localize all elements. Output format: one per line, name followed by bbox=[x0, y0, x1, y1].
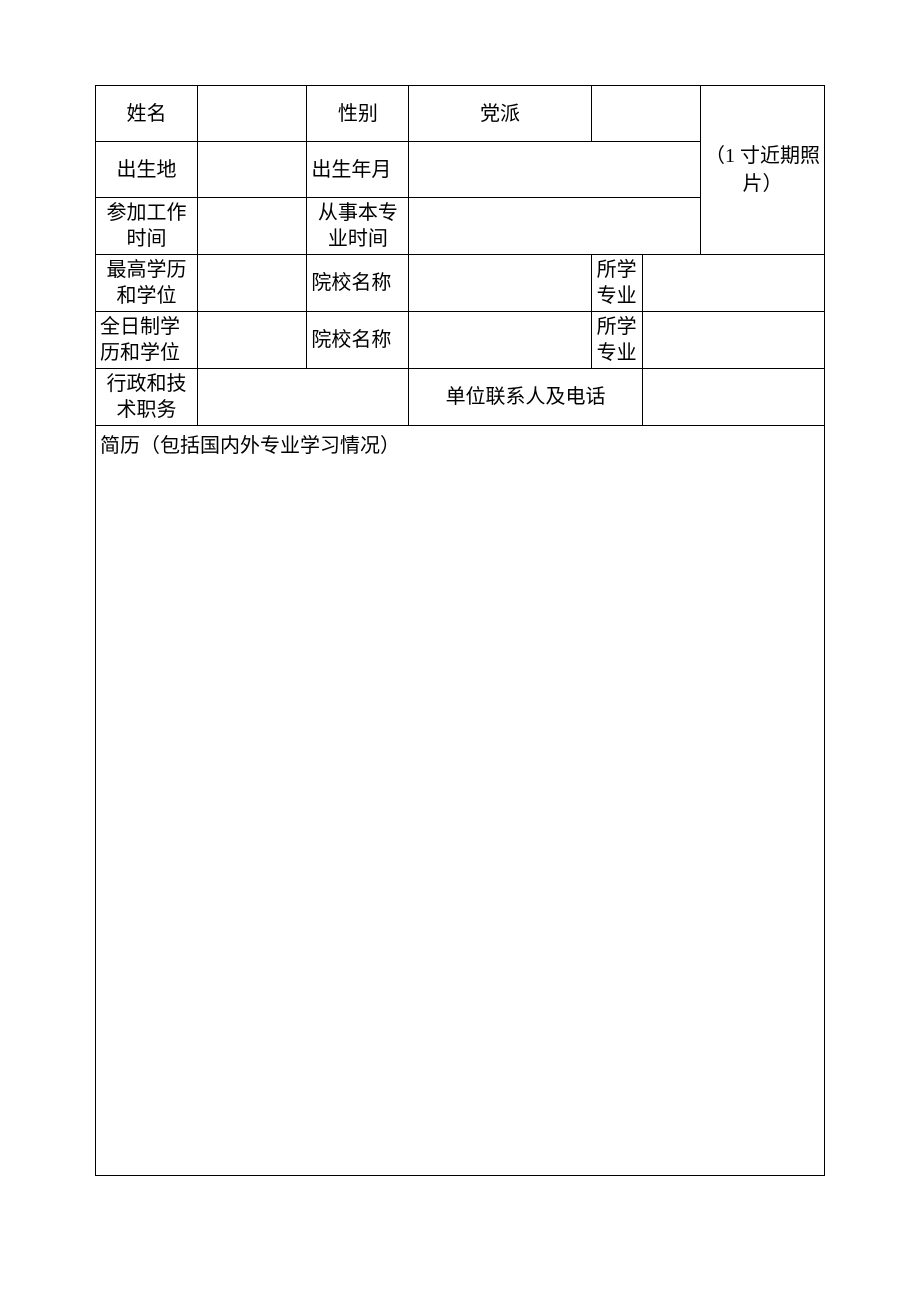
name-label: 姓名 bbox=[96, 86, 198, 142]
major-time-label: 从事本专业时间 bbox=[307, 198, 409, 255]
major-label-1: 所学专业 bbox=[591, 255, 642, 312]
school-label-1: 院校名称 bbox=[307, 255, 409, 312]
party-value[interactable] bbox=[591, 86, 700, 142]
highest-edu-value[interactable] bbox=[198, 255, 307, 312]
resume-label: 简历（包括国内外专业学习情况） bbox=[100, 435, 400, 457]
birthdate-value[interactable] bbox=[409, 142, 701, 198]
work-time-value[interactable] bbox=[198, 198, 307, 255]
major-value-2[interactable] bbox=[642, 312, 824, 369]
contact-label: 单位联系人及电话 bbox=[409, 369, 642, 426]
school-value-2[interactable] bbox=[409, 312, 591, 369]
name-value[interactable] bbox=[198, 86, 307, 142]
position-label: 行政和技术职务 bbox=[96, 369, 198, 426]
resume-section[interactable]: 简历（包括国内外专业学习情况） bbox=[96, 426, 825, 1176]
school-value-1[interactable] bbox=[409, 255, 591, 312]
birthplace-label: 出生地 bbox=[96, 142, 198, 198]
birthdate-label: 出生年月 bbox=[307, 142, 409, 198]
fulltime-edu-label: 全日制学历和学位 bbox=[96, 312, 198, 369]
major-value-1[interactable] bbox=[642, 255, 824, 312]
highest-edu-label: 最高学历和学位 bbox=[96, 255, 198, 312]
work-time-label: 参加工作时间 bbox=[96, 198, 198, 255]
personal-info-table: 姓名 性别 党派 （1 寸近期照片） 出生地 出生年月 参加工作时间 从事本专业… bbox=[95, 85, 825, 1176]
birthplace-value[interactable] bbox=[198, 142, 307, 198]
school-label-2: 院校名称 bbox=[307, 312, 409, 369]
major-time-value[interactable] bbox=[409, 198, 701, 255]
contact-value[interactable] bbox=[642, 369, 824, 426]
major-label-2: 所学专业 bbox=[591, 312, 642, 369]
fulltime-edu-value[interactable] bbox=[198, 312, 307, 369]
position-value[interactable] bbox=[198, 369, 409, 426]
party-label: 党派 bbox=[409, 86, 591, 142]
photo-placeholder: （1 寸近期照片） bbox=[701, 86, 825, 255]
gender-label: 性别 bbox=[307, 86, 409, 142]
